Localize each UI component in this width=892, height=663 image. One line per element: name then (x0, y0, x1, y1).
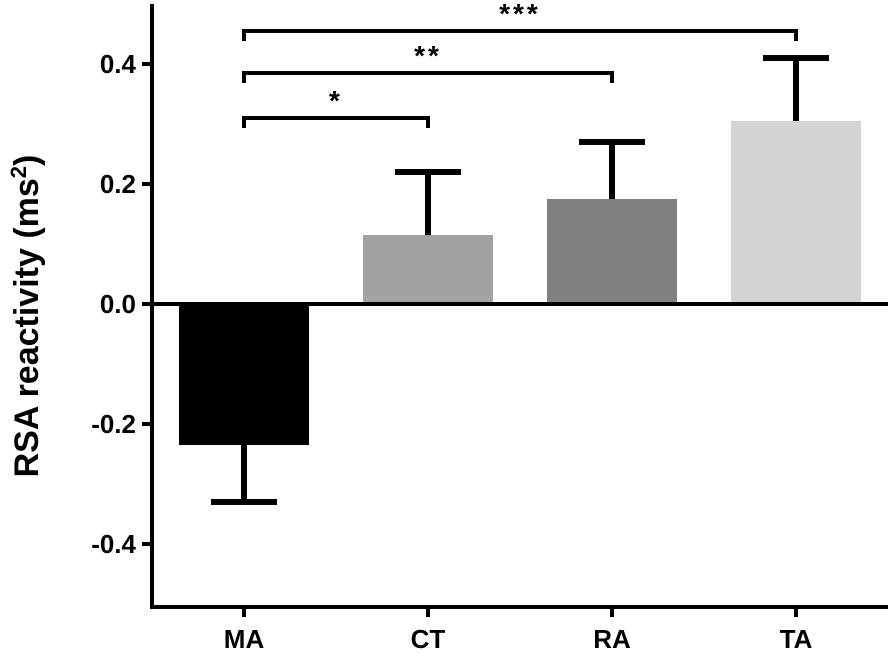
y-tick-label: 0.0 (100, 289, 136, 319)
bar-ma (179, 304, 309, 445)
significance-bracket: * (242, 85, 430, 128)
y-tick-label: 0.2 (100, 169, 136, 199)
y-tick-label: -0.2 (91, 409, 136, 439)
y-tick-label: -0.4 (91, 529, 136, 559)
x-tick-label-ta: TA (780, 624, 813, 654)
error-bar-ct (395, 169, 461, 235)
error-bar-ta (763, 55, 829, 121)
x-ticks-group: MA CT RA TA (224, 607, 813, 654)
y-axis-title-close: ) (8, 155, 46, 166)
y-ticks-group: -0.4 -0.2 0.0 0.2 0.4 (91, 49, 152, 559)
significance-bracket: ** (242, 40, 614, 83)
y-axis-title-superscript: 2 (6, 166, 31, 178)
y-tick-label: 0.4 (100, 49, 137, 79)
significance-bracket: *** (242, 0, 798, 41)
error-bar-ma (211, 445, 277, 505)
bar-ra (547, 199, 677, 304)
y-axis-title-text: RSA reactivity (ms (8, 178, 46, 477)
significance-brackets-group: ****** (242, 0, 798, 128)
y-axis-title: RSA reactivity (ms2) (6, 155, 46, 478)
significance-label: *** (499, 0, 541, 29)
x-tick-label-ra: RA (593, 624, 631, 654)
bar-ct (363, 235, 493, 304)
significance-label: ** (414, 40, 442, 71)
bars-group (179, 121, 861, 445)
x-tick-label-ct: CT (411, 624, 446, 654)
error-bar-ra (579, 139, 645, 199)
error-bars-group (211, 55, 829, 505)
bar-ta (731, 121, 861, 304)
x-tick-label-ma: MA (224, 624, 265, 654)
significance-label: * (329, 85, 343, 116)
